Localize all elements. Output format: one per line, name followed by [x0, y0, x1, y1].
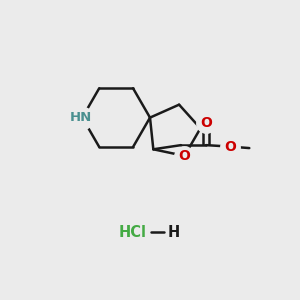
Text: HCl: HCl — [118, 225, 146, 240]
Text: H: H — [168, 225, 180, 240]
Text: O: O — [200, 116, 212, 130]
Text: HN: HN — [70, 111, 92, 124]
Text: O: O — [178, 149, 190, 163]
Text: O: O — [224, 140, 236, 154]
